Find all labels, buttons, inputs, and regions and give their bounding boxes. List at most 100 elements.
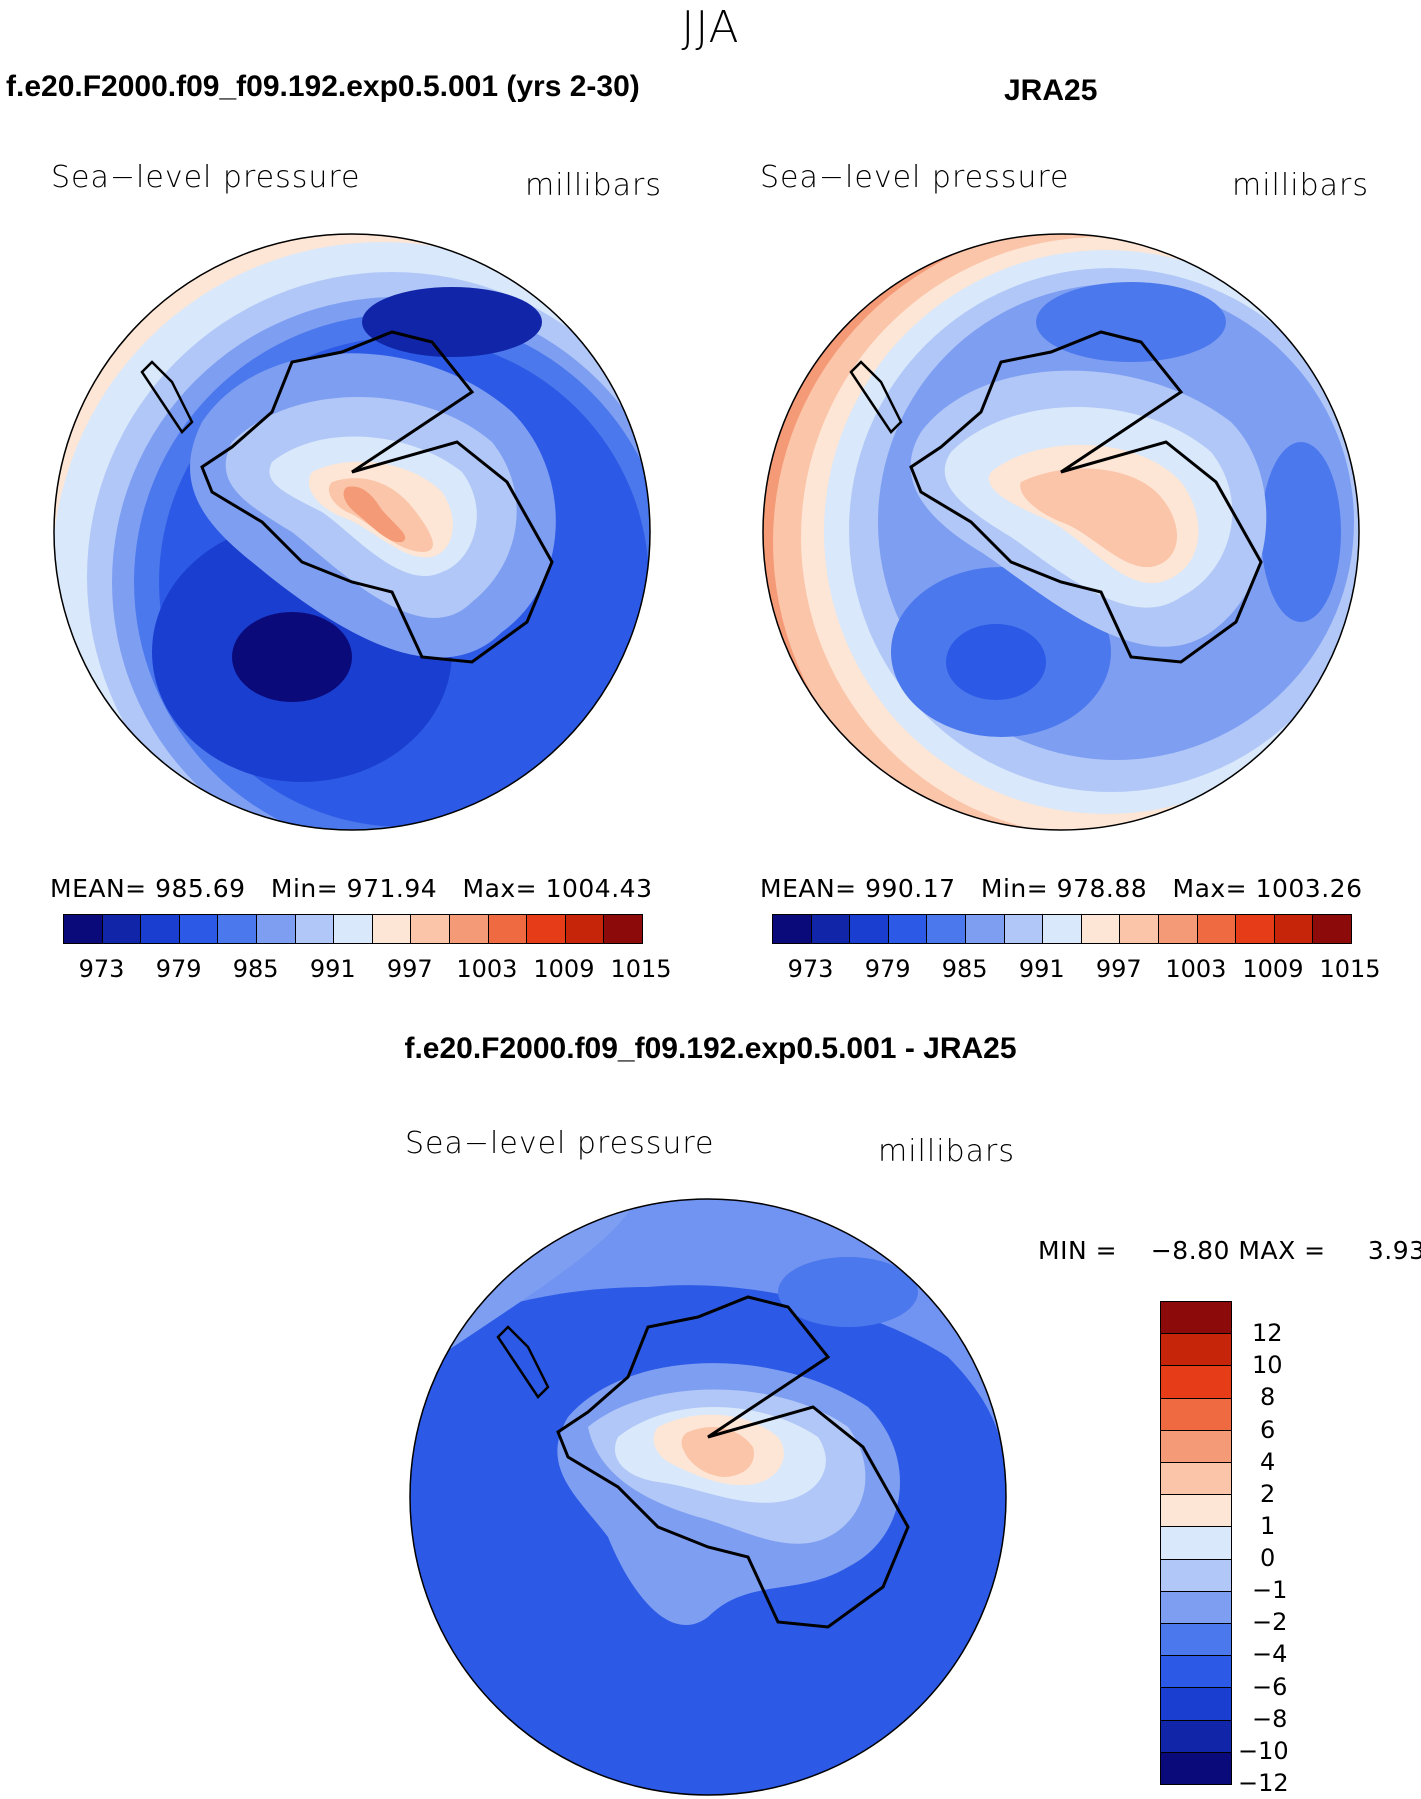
colorbar-swatch	[927, 915, 966, 943]
colorbar-swatch	[1161, 1302, 1231, 1335]
colorbar-tick-label: 973	[78, 955, 125, 983]
colorbar-tick-label: 979	[155, 955, 202, 983]
colorbar-obs-ticks: 973 979 985 991 997 1003 1009 1015	[772, 955, 1381, 985]
colorbar-obs	[772, 914, 1352, 944]
colorbar-swatch	[527, 915, 566, 943]
min-value: 971.94	[346, 874, 438, 903]
colorbar-swatch	[1161, 1559, 1231, 1592]
colorbar-swatch	[1161, 1527, 1231, 1560]
min-label: Min=	[270, 874, 339, 903]
mean-value: 990.17	[865, 874, 956, 903]
colorbar-swatch	[1004, 915, 1044, 943]
colorbar-tick-label: 985	[232, 955, 279, 983]
colorbar-tick-label: 1	[1260, 1511, 1276, 1540]
colorbar-swatch	[1313, 915, 1351, 943]
colorbar-swatch	[1236, 915, 1275, 943]
colorbar-tick-label: 1015	[610, 955, 672, 983]
colorbar-tick-label: −2	[1252, 1608, 1288, 1637]
colorbar-swatch	[411, 915, 450, 943]
page-title: JJA	[681, 2, 740, 53]
panel-obs-stats: MEAN= 990.17 Min= 978.88 Max= 1003.26	[760, 874, 1362, 903]
colorbar-swatch	[888, 915, 928, 943]
colorbar-tick-label: 973	[787, 955, 834, 983]
panel-model-stats: MEAN= 985.69 Min= 971.94 Max= 1004.43	[50, 874, 652, 903]
colorbar-swatch	[488, 915, 528, 943]
colorbar-swatch	[102, 915, 142, 943]
max-label: MAX =	[1238, 1236, 1326, 1265]
mean-label: MEAN=	[760, 874, 857, 903]
colorbar-swatch	[295, 915, 335, 943]
panel-obs-variable: Sea−level pressure	[760, 160, 1070, 195]
colorbar-tick-label: 12	[1252, 1319, 1283, 1348]
colorbar-tick-label: 991	[309, 955, 356, 983]
colorbar-swatch	[1161, 1398, 1231, 1431]
colorbar-swatch	[1161, 1463, 1231, 1496]
colorbar-tick-label: −8	[1252, 1704, 1288, 1733]
min-label: MIN =	[1038, 1236, 1118, 1265]
colorbar-swatch	[604, 915, 642, 943]
diff-title: f.e20.F2000.f09_f09.192.exp0.5.001 - JRA…	[404, 1032, 1017, 1065]
colorbar-swatch	[773, 915, 812, 943]
colorbar-tick-label: 991	[1018, 955, 1065, 983]
panel-model-units: millibars	[525, 168, 662, 203]
colorbar-swatch	[256, 915, 296, 943]
colorbar-swatch	[1120, 915, 1159, 943]
colorbar-tick-label: −10	[1238, 1736, 1289, 1765]
colorbar-tick-label: 6	[1260, 1415, 1276, 1444]
map-model	[53, 233, 651, 831]
colorbar-swatch	[1161, 1752, 1231, 1785]
colorbar-tick-label: −4	[1252, 1640, 1288, 1669]
mean-value: 985.69	[155, 874, 246, 903]
colorbar-tick-label: 979	[864, 955, 911, 983]
colorbar-model-ticks: 973 979 985 991 997 1003 1009 1015	[63, 955, 672, 985]
colorbar-swatch	[850, 915, 889, 943]
diff-variable: Sea−level pressure	[405, 1126, 715, 1161]
colorbar-swatch	[1161, 1656, 1231, 1689]
colorbar-tick-label: 1003	[1165, 955, 1227, 983]
colorbar-tick-label: 2	[1260, 1479, 1276, 1508]
colorbar-swatch	[1161, 1688, 1231, 1721]
min-value: 978.88	[1056, 874, 1148, 903]
colorbar-swatch	[179, 915, 219, 943]
colorbar-swatch	[372, 915, 412, 943]
max-label: Max=	[1172, 874, 1248, 903]
colorbar-tick-label: 10	[1252, 1351, 1283, 1380]
colorbar-tick-label: 997	[1095, 955, 1142, 983]
colorbar-swatch	[565, 915, 605, 943]
max-value: 1004.43	[545, 874, 653, 903]
colorbar-swatch	[1161, 1624, 1231, 1657]
colorbar-tick-label: 997	[386, 955, 433, 983]
panel-obs-units: millibars	[1232, 168, 1369, 203]
map-obs	[762, 233, 1360, 831]
colorbar-swatch	[1043, 915, 1082, 943]
diff-units: millibars	[878, 1134, 1015, 1169]
colorbar-tick-label: 0	[1260, 1544, 1276, 1573]
max-value: 3.93	[1367, 1236, 1421, 1265]
colorbar-difference	[1160, 1301, 1232, 1785]
mean-label: MEAN=	[50, 874, 147, 903]
max-value: 1003.26	[1255, 874, 1363, 903]
min-label: Min=	[980, 874, 1049, 903]
colorbar-swatch	[449, 915, 489, 943]
colorbar-tick-label: −6	[1252, 1672, 1288, 1701]
colorbar-swatch	[1161, 1495, 1231, 1528]
diff-stats: MIN = −8.80 MAX = 3.93	[1038, 1236, 1421, 1265]
colorbar-tick-label: 1009	[533, 955, 595, 983]
colorbar-swatch	[1161, 1366, 1231, 1399]
colorbar-swatch	[1197, 915, 1237, 943]
colorbar-tick-label: −1	[1252, 1576, 1288, 1605]
colorbar-tick-label: 985	[941, 955, 988, 983]
colorbar-tick-label: −12	[1238, 1769, 1289, 1797]
colorbar-swatch	[64, 915, 103, 943]
colorbar-tick-label: 4	[1260, 1447, 1276, 1476]
panel-obs-title: JRA25	[1004, 74, 1098, 107]
map-difference	[409, 1198, 1007, 1796]
colorbar-swatch	[1274, 915, 1314, 943]
colorbar-swatch	[1161, 1430, 1231, 1464]
colorbar-tick-label: 8	[1260, 1383, 1276, 1412]
colorbar-model	[63, 914, 643, 944]
colorbar-swatch	[218, 915, 257, 943]
colorbar-swatch	[1161, 1720, 1231, 1753]
colorbar-tick-label: 1003	[456, 955, 518, 983]
colorbar-swatch	[141, 915, 180, 943]
